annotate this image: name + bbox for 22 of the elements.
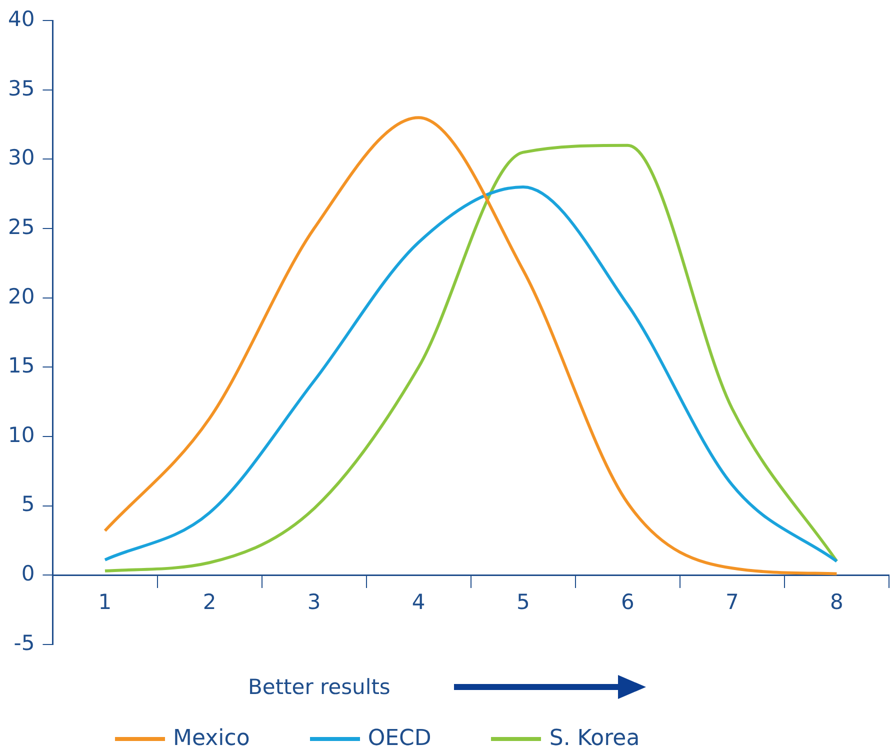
x-tick-label: 4 xyxy=(412,590,426,614)
x-tick-label: 7 xyxy=(726,590,739,614)
y-tick-label: 40 xyxy=(8,7,35,32)
x-tick-label: 6 xyxy=(620,590,634,614)
y-tick-label: 30 xyxy=(8,146,35,170)
legend-label: OECD xyxy=(368,726,432,751)
y-tick-label: 35 xyxy=(8,76,35,100)
y-tick-label: 15 xyxy=(8,354,35,378)
y-tick-label: 10 xyxy=(8,422,35,447)
legend-label: S. Korea xyxy=(549,726,640,751)
y-tick-label: 5 xyxy=(21,492,35,516)
x-tick-label: 3 xyxy=(307,590,321,614)
y-tick-label: 0 xyxy=(21,562,35,586)
x-tick-label: 8 xyxy=(830,590,844,614)
x-tick-label: 2 xyxy=(202,590,216,614)
legend-label: Mexico xyxy=(173,726,250,751)
y-tick-label: -5 xyxy=(14,630,35,655)
y-tick-label: 25 xyxy=(8,214,35,239)
y-tick-label: 20 xyxy=(8,284,35,308)
x-tick-label: 1 xyxy=(98,590,112,614)
x-tick-label: 5 xyxy=(516,590,530,614)
text: Better results xyxy=(248,675,390,699)
